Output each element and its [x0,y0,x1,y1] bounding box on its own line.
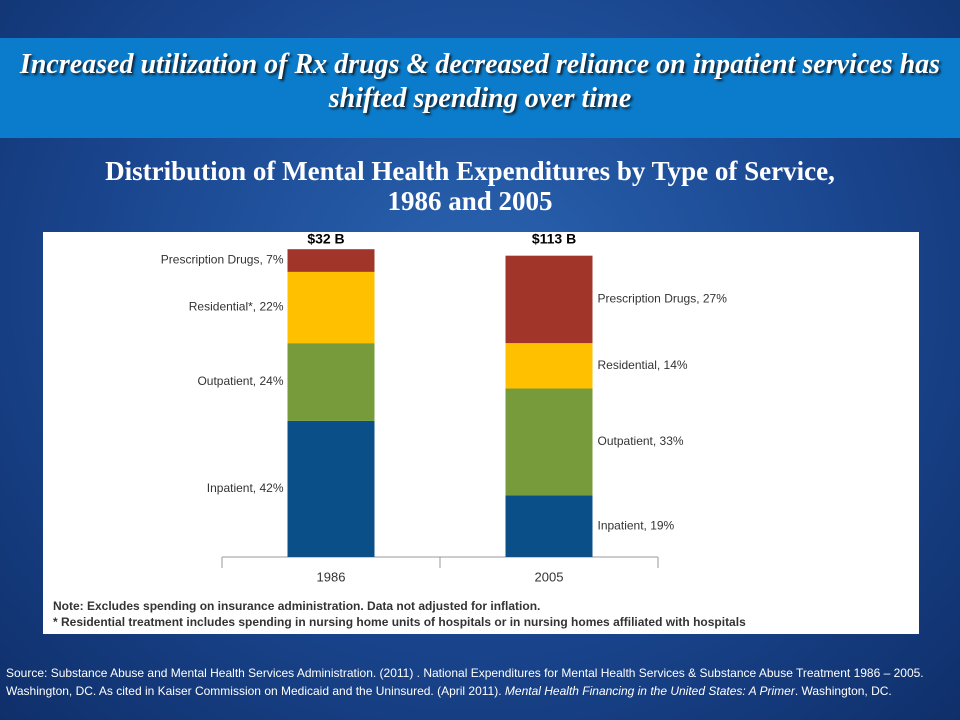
data-label: Inpatient, 19% [598,518,675,532]
source-text: Source: Substance Abuse and Mental Healt… [6,666,924,698]
source-italic: Mental Health Financing in the United St… [504,684,795,698]
data-label: Prescription Drugs, 7% [161,253,284,267]
x-tick-label: 2005 [535,569,564,584]
notes: Note: Excludes spending on insurance adm… [53,598,913,634]
bar-segment [505,343,593,389]
slide-title: Increased utilization of Rx drugs & decr… [19,49,941,114]
total-label: $32 B [307,231,344,247]
data-label: Residential*, 22% [189,300,284,314]
source-end: . Washington, DC. [794,684,892,698]
bar-segment [505,495,593,557]
bar-segment [505,255,593,344]
data-label: Residential, 14% [598,358,688,372]
bar-segment [505,388,593,496]
source: Source: Substance Abuse and Mental Healt… [6,664,958,700]
bar-segment [287,420,375,557]
chart-panel [43,232,919,634]
data-label: Outpatient, 24% [197,374,283,388]
x-tick-label: 1986 [317,569,346,584]
bar-segment [287,271,375,344]
header-band [0,38,960,138]
note: Note: Excludes spending on insurance adm… [53,599,541,613]
data-label: Prescription Drugs, 27% [598,292,728,306]
bar-segment [287,343,375,421]
chart-title: Distribution of Mental Health Expenditur… [105,156,835,216]
bar-segment [287,249,375,272]
data-label: Inpatient, 42% [207,481,284,495]
data-label: Outpatient, 33% [598,434,684,448]
note: * Residential treatment includes spendin… [53,615,746,629]
total-label: $113 B [532,231,576,247]
